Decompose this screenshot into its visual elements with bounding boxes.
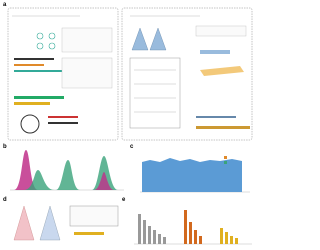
panel-label: c xyxy=(130,144,134,150)
coverage-panel xyxy=(140,156,250,193)
figure: a b c d e xyxy=(3,2,253,245)
panel-label: a xyxy=(3,2,7,8)
page: a b c d e (() => { const data = JSON.par… xyxy=(3,2,253,245)
peak-panel xyxy=(10,150,124,191)
schematic-panel xyxy=(13,205,119,241)
panel-label: e xyxy=(122,197,126,203)
workflow-panel xyxy=(7,7,253,141)
bar-panel xyxy=(134,210,252,245)
panel-label: d xyxy=(3,197,7,203)
panel-label: b xyxy=(3,144,7,150)
